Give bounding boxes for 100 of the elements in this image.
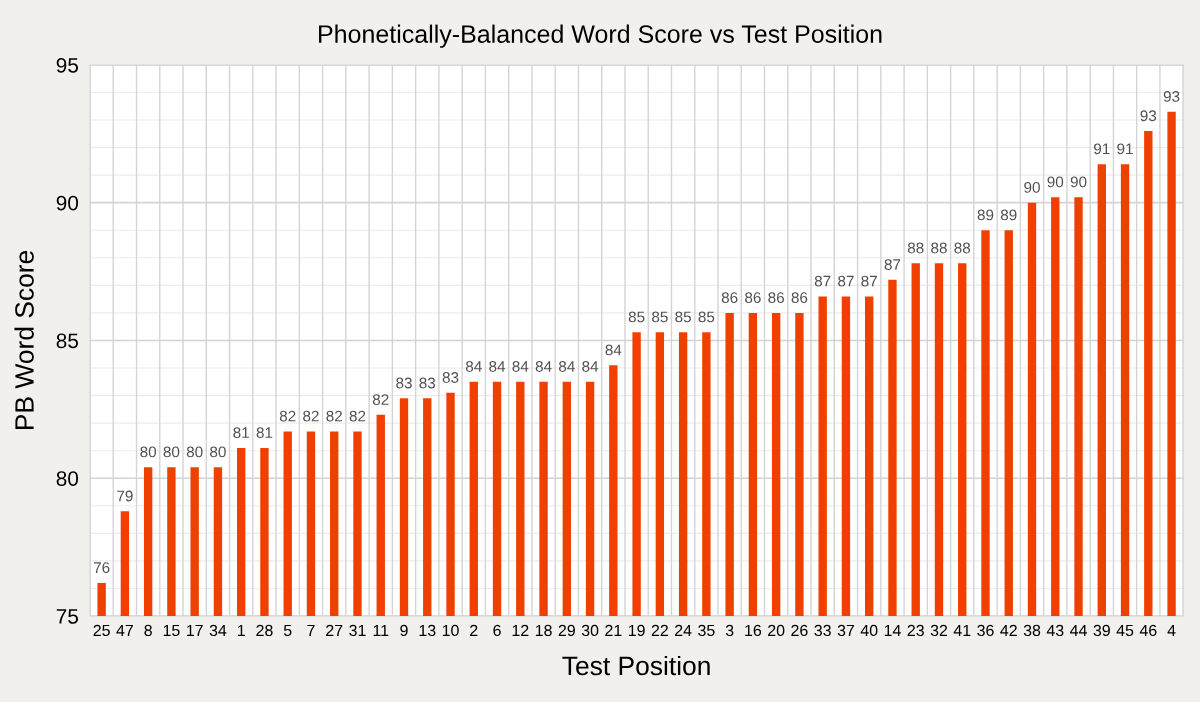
x-tick-label: 47 xyxy=(116,624,133,636)
data-label: 80 xyxy=(163,446,180,458)
data-label: 80 xyxy=(210,446,226,458)
data-label: 82 xyxy=(326,410,342,422)
x-tick-label: 7 xyxy=(307,624,315,636)
data-label: 85 xyxy=(698,311,715,323)
x-tick-label: 24 xyxy=(675,624,692,636)
x-tick-label: 40 xyxy=(860,624,878,637)
y-tick-label: 90 xyxy=(56,195,79,211)
data-label: 80 xyxy=(186,446,203,458)
chart-title: Phonetically-Balanced Word Score vs Test Position xyxy=(319,24,882,48)
data-label: 84 xyxy=(489,361,506,372)
data-label: 85 xyxy=(652,311,668,323)
data-label: 84 xyxy=(535,361,552,372)
data-label: 84 xyxy=(605,344,622,356)
x-tick-label: 29 xyxy=(558,624,575,637)
data-label: 76 xyxy=(93,562,110,574)
x-tick-label: 4 xyxy=(1167,624,1176,636)
data-label: 81 xyxy=(256,427,273,439)
x-tick-label: 11 xyxy=(373,624,389,636)
data-label: 87 xyxy=(838,275,854,287)
y-tick-label: 95 xyxy=(56,57,79,73)
data-label: 82 xyxy=(349,410,366,422)
data-label: 84 xyxy=(465,361,482,372)
x-tick-label: 23 xyxy=(907,624,924,637)
data-label: 83 xyxy=(396,377,412,389)
x-tick-label: 12 xyxy=(512,624,529,636)
data-label: 89 xyxy=(1000,209,1017,221)
data-label: 86 xyxy=(745,292,761,304)
x-tick-label: 28 xyxy=(256,624,273,637)
x-tick-label: 46 xyxy=(1139,624,1157,637)
data-label: 80 xyxy=(140,446,157,458)
data-label: 88 xyxy=(907,242,924,254)
x-tick-label: 13 xyxy=(419,624,436,637)
data-label: 90 xyxy=(1070,176,1087,188)
data-label: 87 xyxy=(884,259,901,270)
data-label: 91 xyxy=(1117,143,1133,155)
x-tick-label: 39 xyxy=(1093,624,1110,637)
data-label: 84 xyxy=(582,361,599,372)
x-tick-label: 35 xyxy=(698,624,715,637)
x-tick-label: 8 xyxy=(144,624,152,637)
x-tick-label: 9 xyxy=(400,624,408,637)
x-tick-label: 18 xyxy=(535,624,552,637)
x-tick-label: 36 xyxy=(977,624,994,637)
x-tick-label: 10 xyxy=(442,624,459,637)
data-label: 90 xyxy=(1024,181,1040,193)
x-tick-label: 3 xyxy=(725,624,734,637)
x-tick-label: 38 xyxy=(1023,624,1041,637)
x-tick-label: 17 xyxy=(187,624,203,636)
x-tick-label: 37 xyxy=(837,624,855,637)
data-label: 87 xyxy=(814,275,831,287)
x-tick-label: 20 xyxy=(768,624,785,637)
x-tick-label: 30 xyxy=(581,624,599,637)
x-tick-label: 16 xyxy=(745,624,762,637)
y-tick-label: 85 xyxy=(56,333,79,349)
x-tick-label: 45 xyxy=(1116,624,1134,637)
data-label: 82 xyxy=(303,410,319,422)
data-label: 88 xyxy=(931,242,947,254)
x-tick-label: 21 xyxy=(605,624,622,636)
x-tick-label: 41 xyxy=(953,624,971,636)
data-label: 85 xyxy=(675,311,691,323)
x-tick-label: 2 xyxy=(470,624,478,636)
x-tick-label: 14 xyxy=(884,624,901,636)
data-label: 82 xyxy=(279,410,296,422)
x-tick-label: 6 xyxy=(493,624,501,637)
y-axis-title: PB Word Score xyxy=(14,250,34,429)
data-label: 88 xyxy=(954,242,971,254)
y-tick-label: 75 xyxy=(56,609,79,624)
x-tick-label: 33 xyxy=(814,624,831,637)
x-tick-label: 27 xyxy=(326,624,343,636)
data-label: 85 xyxy=(628,311,645,323)
data-label: 86 xyxy=(791,292,808,304)
y-tick-label: 80 xyxy=(56,471,79,486)
data-label: 87 xyxy=(861,275,877,287)
data-label: 84 xyxy=(558,361,575,372)
x-tick-label: 43 xyxy=(1046,624,1064,637)
data-label: 86 xyxy=(768,292,784,304)
x-tick-label: 22 xyxy=(651,624,668,636)
data-label: 93 xyxy=(1140,110,1157,122)
data-label: 82 xyxy=(372,394,389,405)
data-label: 90 xyxy=(1047,176,1064,188)
x-tick-label: 1 xyxy=(237,624,245,636)
x-tick-label: 32 xyxy=(930,624,948,637)
x-tick-label: 34 xyxy=(209,624,227,637)
data-label: 81 xyxy=(233,427,249,439)
x-tick-label: 31 xyxy=(349,624,366,637)
data-label: 79 xyxy=(117,490,133,502)
data-label: 84 xyxy=(512,361,529,372)
data-label: 83 xyxy=(419,377,436,389)
data-label: 91 xyxy=(1094,143,1110,155)
x-tick-label: 44 xyxy=(1070,624,1087,636)
x-tick-label: 26 xyxy=(791,624,808,637)
x-tick-label: 19 xyxy=(628,624,645,637)
x-tick-label: 25 xyxy=(93,624,110,637)
x-tick-label: 42 xyxy=(1000,624,1017,636)
data-label: 86 xyxy=(721,292,738,304)
data-label: 89 xyxy=(977,209,994,221)
data-label: 93 xyxy=(1163,91,1180,102)
data-label: 83 xyxy=(442,372,459,383)
x-tick-label: 5 xyxy=(283,624,292,637)
